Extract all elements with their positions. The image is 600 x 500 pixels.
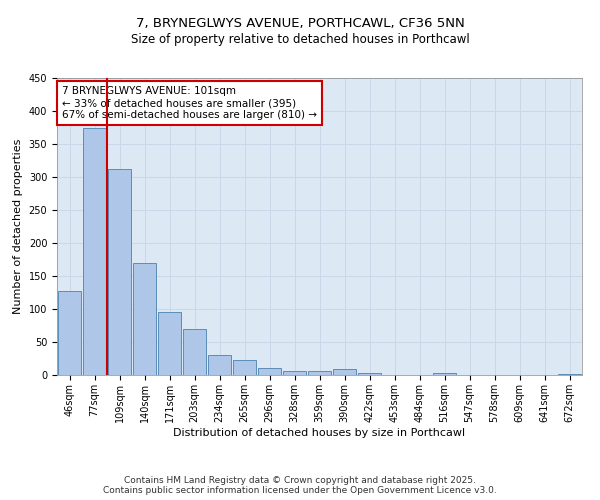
Bar: [58, 291, 81, 375]
Bar: [83, 128, 106, 375]
Bar: [208, 355, 231, 375]
Bar: [233, 360, 256, 375]
Bar: [358, 373, 381, 375]
X-axis label: Distribution of detached houses by size in Porthcawl: Distribution of detached houses by size …: [173, 428, 466, 438]
Bar: [183, 328, 206, 375]
Bar: [108, 170, 131, 375]
Bar: [333, 369, 356, 375]
Bar: [283, 371, 306, 375]
Bar: [258, 368, 281, 375]
Bar: [133, 262, 156, 375]
Bar: [308, 371, 331, 375]
Bar: [558, 374, 581, 375]
Bar: [433, 373, 456, 375]
Text: 7 BRYNEGLWYS AVENUE: 101sqm
← 33% of detached houses are smaller (395)
67% of se: 7 BRYNEGLWYS AVENUE: 101sqm ← 33% of det…: [62, 86, 317, 120]
Text: Size of property relative to detached houses in Porthcawl: Size of property relative to detached ho…: [131, 32, 469, 46]
Y-axis label: Number of detached properties: Number of detached properties: [13, 138, 23, 314]
Bar: [158, 312, 181, 375]
Text: 7, BRYNEGLWYS AVENUE, PORTHCAWL, CF36 5NN: 7, BRYNEGLWYS AVENUE, PORTHCAWL, CF36 5N…: [136, 18, 464, 30]
Text: Contains HM Land Registry data © Crown copyright and database right 2025.
Contai: Contains HM Land Registry data © Crown c…: [103, 476, 497, 495]
